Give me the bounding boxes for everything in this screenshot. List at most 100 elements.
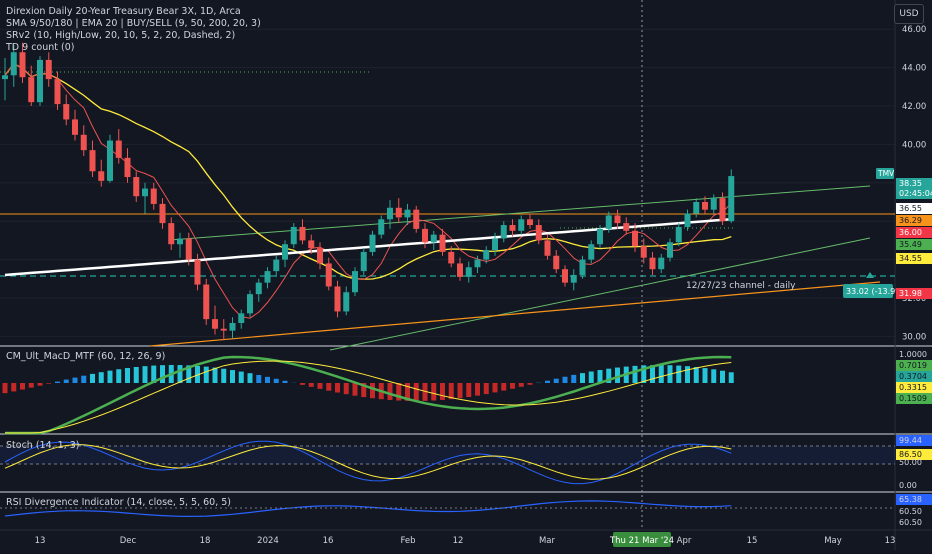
legend-line-td9[interactable]: TD 9 count (0) bbox=[6, 42, 261, 54]
indicator-tick-label: 0.7019 bbox=[899, 361, 927, 370]
candle-body bbox=[212, 319, 218, 329]
indicator-tick-label: 0.3315 bbox=[899, 383, 927, 392]
macd-histogram-bar bbox=[720, 371, 725, 383]
macd-histogram-bar bbox=[493, 383, 498, 392]
macd-histogram-bar bbox=[633, 366, 638, 383]
candle-body bbox=[676, 227, 682, 242]
candle-body bbox=[685, 214, 691, 227]
crosshair-time-label: Thu 21 Mar '24 bbox=[609, 536, 674, 546]
candle-body bbox=[457, 263, 463, 276]
macd-legend[interactable]: CM_Ult_MacD_MTF (60, 12, 26, 9) bbox=[6, 351, 165, 363]
macd-histogram-bar bbox=[55, 382, 60, 383]
macd-histogram-bar bbox=[90, 374, 95, 383]
candle bbox=[247, 290, 253, 317]
price-label: 02:45:04 bbox=[899, 189, 932, 198]
time-tick-label: Feb bbox=[400, 536, 415, 546]
price-tick-label: 44.00 bbox=[902, 64, 926, 74]
candle-body bbox=[326, 263, 332, 286]
macd-histogram-bar bbox=[248, 373, 253, 383]
macd-histogram-bar bbox=[116, 369, 121, 383]
macd-histogram-bar bbox=[3, 383, 8, 393]
candle-body bbox=[553, 256, 559, 269]
time-tick-label: Mar bbox=[539, 536, 556, 546]
candle-body bbox=[518, 219, 524, 231]
legend-line-srv2[interactable]: SRv2 (10, High/Low, 20, 10, 5, 2, 20, Da… bbox=[6, 30, 261, 42]
macd-histogram-bar bbox=[309, 383, 314, 387]
candle-body bbox=[195, 260, 201, 285]
price-label: 36.55 bbox=[899, 204, 922, 213]
macd-histogram-bar bbox=[134, 367, 139, 383]
candle-body bbox=[133, 177, 139, 196]
indicator-tick-label: 99.44 bbox=[899, 436, 922, 445]
time-tick-label: Apr bbox=[677, 536, 692, 546]
time-tick-label: 15 bbox=[747, 536, 758, 546]
time-tick-label: 2024 bbox=[257, 536, 279, 546]
macd-histogram-bar bbox=[484, 383, 489, 394]
candle bbox=[352, 267, 358, 296]
candle-body bbox=[2, 75, 8, 79]
candle-body bbox=[256, 283, 262, 295]
macd-histogram-bar bbox=[519, 383, 524, 387]
macd-histogram-bar bbox=[545, 381, 550, 383]
candle-body bbox=[203, 285, 209, 320]
price-label: 31.98 bbox=[899, 289, 922, 298]
candle-body bbox=[265, 271, 271, 283]
candle-body bbox=[615, 215, 621, 223]
candle bbox=[413, 206, 419, 233]
candle-body bbox=[597, 229, 603, 244]
macd-histogram-bar bbox=[711, 369, 716, 383]
candle-body bbox=[667, 242, 673, 257]
macd-histogram-bar bbox=[265, 377, 270, 383]
candle-body bbox=[632, 231, 638, 246]
indicator-tick-label: 1.0000 bbox=[899, 350, 927, 359]
candle-body bbox=[641, 246, 647, 258]
macd-histogram-bar bbox=[300, 383, 305, 385]
indicator-tick-label: 65.38 bbox=[899, 495, 922, 504]
price-label: 38.35 bbox=[899, 179, 922, 188]
macd-histogram-bar bbox=[283, 381, 288, 383]
stoch-band bbox=[0, 446, 895, 464]
candle-body bbox=[300, 227, 306, 240]
time-tick-label: May bbox=[824, 536, 842, 546]
macd-histogram-bar bbox=[589, 371, 594, 383]
candle-body bbox=[168, 223, 174, 244]
macd-histogram-bar bbox=[143, 366, 148, 383]
macd-histogram-bar bbox=[685, 366, 690, 383]
candle-body bbox=[98, 171, 104, 181]
time-tick-label: Dec bbox=[120, 536, 137, 546]
candle-body bbox=[151, 189, 157, 204]
indicator-tick-label: 0.3704 bbox=[899, 372, 927, 381]
macd-histogram-bar bbox=[414, 383, 419, 401]
macd-histogram-bar bbox=[335, 383, 340, 393]
candle-body bbox=[317, 248, 323, 263]
candle-body bbox=[160, 204, 166, 223]
indicator-tick-label: 60.50 bbox=[899, 507, 922, 516]
rsi-legend[interactable]: RSI Divergence Indicator (14, close, 5, … bbox=[6, 497, 231, 509]
candle bbox=[361, 248, 367, 275]
candle-body bbox=[55, 79, 61, 104]
candle-body bbox=[422, 229, 428, 242]
macd-histogram-bar bbox=[46, 383, 51, 384]
candle-body bbox=[650, 258, 656, 270]
macd-histogram-bar bbox=[64, 380, 69, 383]
time-tick-label: 12 bbox=[453, 536, 464, 546]
candle-body bbox=[81, 135, 87, 150]
candle-body bbox=[63, 104, 69, 119]
legend-line-title[interactable]: Direxion Daily 20-Year Treasury Bear 3X,… bbox=[6, 6, 261, 18]
macd-histogram-bar bbox=[81, 376, 86, 383]
stoch-legend[interactable]: Stoch (14, 1, 3) bbox=[6, 440, 80, 452]
candle-body bbox=[142, 189, 148, 197]
candle-body bbox=[72, 119, 78, 134]
currency-button[interactable]: USD bbox=[894, 4, 924, 24]
macd-histogram-bar bbox=[256, 375, 261, 383]
candle-body bbox=[702, 202, 708, 210]
candle-body bbox=[177, 238, 183, 244]
candle-body bbox=[711, 198, 717, 210]
chart-legend: Direxion Daily 20-Year Treasury Bear 3X,… bbox=[6, 6, 261, 54]
candle-body bbox=[116, 141, 122, 158]
legend-line-ma[interactable]: SMA 9/50/180 | EMA 20 | BUY/SELL (9, 50,… bbox=[6, 18, 261, 30]
macd-histogram-bar bbox=[108, 371, 113, 383]
macd-histogram-bar bbox=[466, 383, 471, 397]
